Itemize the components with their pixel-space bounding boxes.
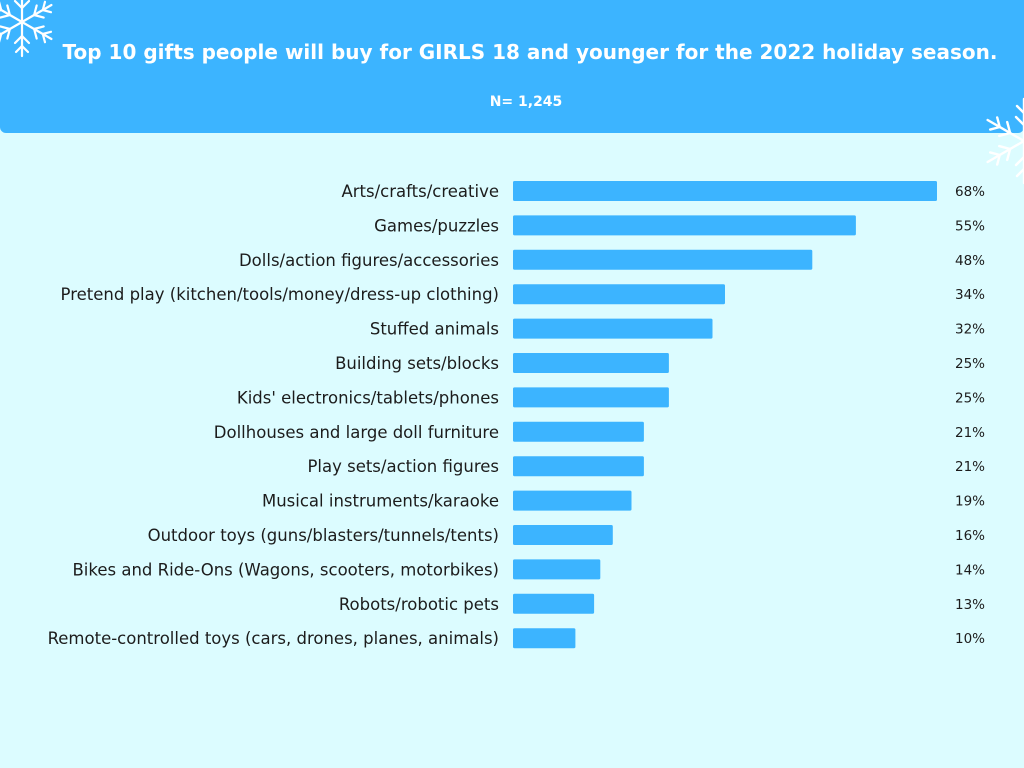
category-label: Building sets/blocks — [335, 354, 499, 373]
sample-size-label: N= 1,245 — [489, 94, 563, 110]
bar — [513, 490, 632, 511]
chart-title: Top 10 gifts people will buy for GIRLS 1… — [62, 40, 998, 64]
bar — [513, 318, 713, 339]
bar — [513, 559, 601, 580]
category-label: Stuffed animals — [370, 320, 499, 339]
value-label: 55% — [955, 218, 985, 234]
value-label: 25% — [955, 390, 985, 406]
header-banner: Top 10 gifts people will buy for GIRLS 1… — [0, 0, 1024, 133]
value-label: 21% — [955, 459, 985, 475]
bar — [513, 181, 937, 201]
value-label: 68% — [955, 184, 985, 200]
bar — [513, 249, 813, 270]
bar — [513, 284, 725, 305]
bar — [513, 456, 644, 477]
category-label: Dollhouses and large doll furniture — [214, 423, 499, 442]
value-label: 16% — [955, 528, 985, 544]
value-label: 13% — [955, 597, 985, 613]
value-label: 34% — [955, 287, 985, 303]
value-label: 10% — [955, 631, 985, 647]
category-label: Pretend play (kitchen/tools/money/dress-… — [61, 285, 499, 304]
bar — [513, 421, 644, 442]
category-label: Arts/crafts/creative — [341, 182, 499, 201]
category-label: Outdoor toys (guns/blasters/tunnels/tent… — [148, 526, 499, 545]
snowflake-icon — [986, 97, 1024, 185]
value-label: 14% — [955, 562, 985, 578]
bar — [513, 353, 669, 373]
value-label: 19% — [955, 494, 985, 510]
category-label: Bikes and Ride-Ons (Wagons, scooters, mo… — [72, 560, 499, 579]
category-label: Robots/robotic pets — [339, 595, 499, 614]
value-label: 48% — [955, 253, 985, 269]
bar — [513, 628, 576, 649]
category-label: Kids' electronics/tablets/phones — [237, 388, 499, 407]
category-label: Play sets/action figures — [307, 457, 499, 476]
category-label: Musical instruments/karaoke — [262, 492, 499, 511]
value-label: 32% — [955, 322, 985, 338]
bar — [513, 593, 595, 614]
bar — [513, 525, 613, 545]
snowflake-icon — [0, 0, 53, 58]
value-label: 25% — [955, 356, 985, 372]
value-label: 21% — [955, 425, 985, 441]
bar — [513, 215, 856, 236]
category-label: Dolls/action figures/accessories — [239, 251, 499, 270]
bar — [513, 387, 669, 408]
category-label: Games/puzzles — [374, 216, 499, 235]
category-label: Remote-controlled toys (cars, drones, pl… — [48, 629, 499, 648]
